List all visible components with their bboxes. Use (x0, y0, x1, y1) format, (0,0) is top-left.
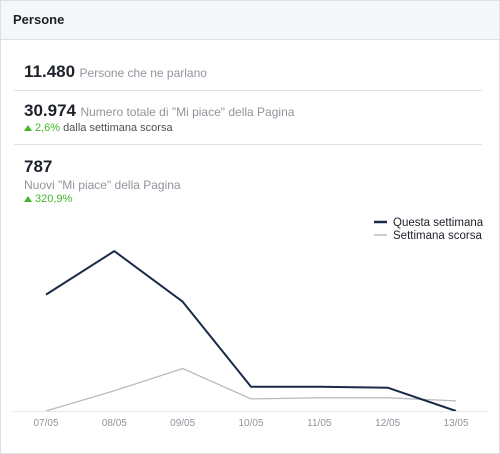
x-tick-label: 13/05 (443, 418, 468, 429)
x-tick-label: 08/05 (102, 418, 127, 429)
divider (14, 90, 482, 91)
stat-label: Persone che ne parlano (79, 66, 207, 80)
stat-label: Nuovi "Mi piace" della Pagina (24, 178, 181, 192)
x-tick-label: 12/05 (375, 418, 400, 429)
panel-title: Persone (13, 12, 65, 27)
panel-header: Persone (1, 1, 499, 40)
stat-total-likes: 30.974 Numero totale di "Mi piace" della… (24, 101, 294, 134)
trend-percent: 2,6% (35, 122, 61, 134)
arrow-up-icon (24, 125, 32, 131)
x-tick-label: 09/05 (170, 418, 195, 429)
x-axis: 07/05 08/05 09/05 10/05 11/05 12/05 13/05 (13, 411, 489, 429)
x-tick-label: 11/05 (307, 418, 332, 429)
arrow-up-icon (24, 196, 32, 202)
stat-value: 30.974 (24, 101, 76, 120)
x-tick-label: 07/05 (33, 418, 58, 429)
trend-suffix: dalla settimana scorsa (63, 122, 173, 134)
stat-talking-about: 11.480 Persone che ne parlano (24, 62, 207, 82)
stat-value: 11.480 (24, 62, 76, 81)
stat-value: 787 (24, 157, 53, 176)
legend-label: Questa settimana (393, 217, 484, 229)
x-tick-label: 10/05 (238, 418, 263, 429)
series-line-this-week (45, 250, 457, 412)
divider (14, 144, 482, 145)
trend-indicator: 320,9% (24, 193, 181, 205)
trend-indicator: 2,6% dalla settimana scorsa (24, 122, 294, 134)
stat-label: Numero totale di "Mi piace" della Pagina (80, 105, 295, 119)
chart-plot (45, 250, 457, 412)
stat-new-likes: 787 Nuovi "Mi piace" della Pagina 320,9% (24, 157, 181, 205)
legend-label: Settimana scorsa (393, 230, 482, 242)
trend-percent: 320,9% (35, 193, 73, 205)
